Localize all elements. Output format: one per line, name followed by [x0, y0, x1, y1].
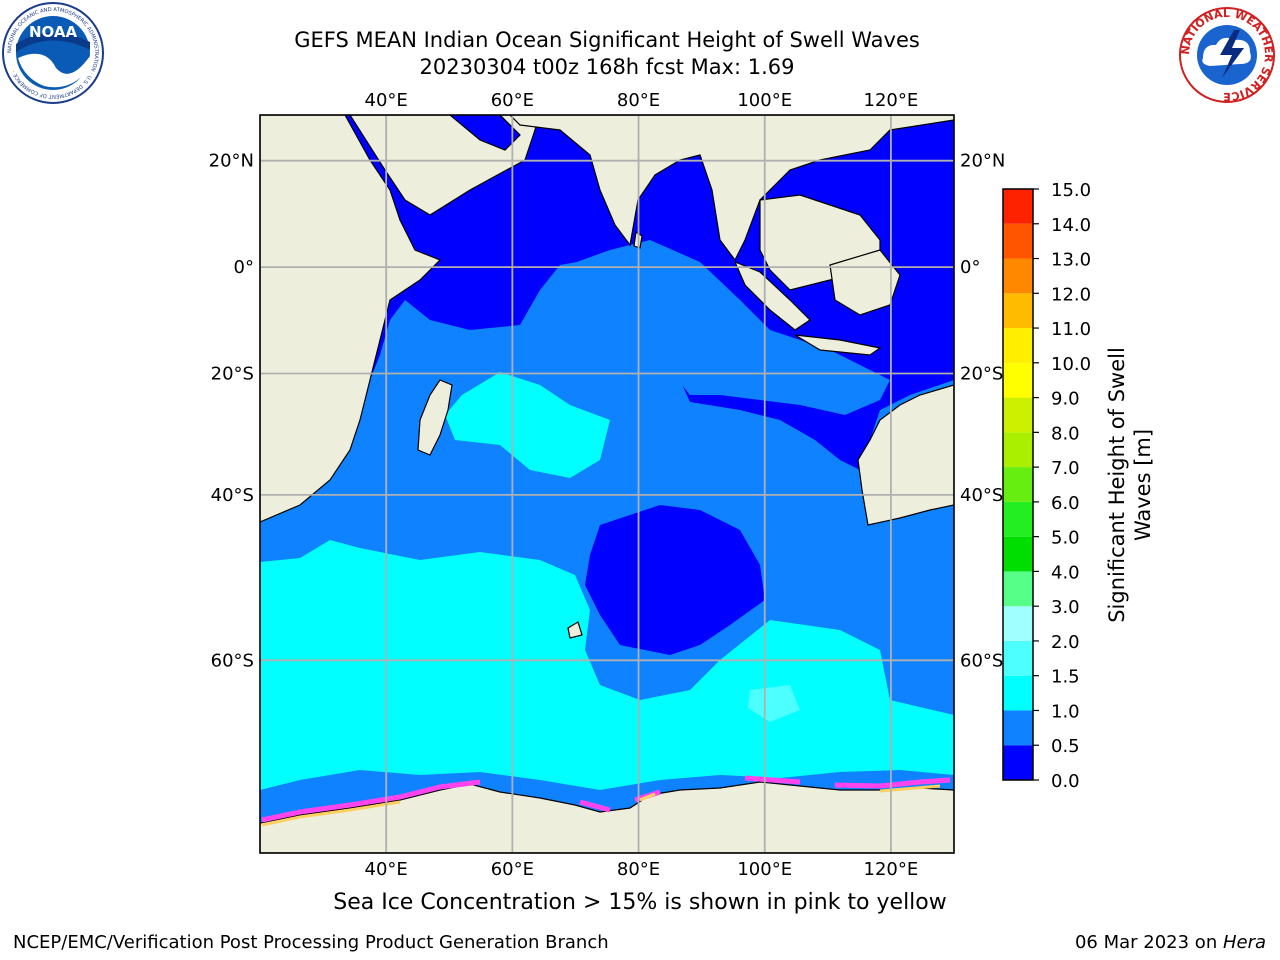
colorbar-tick-label: 13.0	[1051, 250, 1091, 271]
colorbar-tick-label: 12.0	[1051, 284, 1091, 305]
map-title: GEFS MEAN Indian Ocean Significant Heigh…	[294, 28, 920, 52]
colorbar-tick-label: 1.5	[1051, 667, 1080, 688]
nws-logo: NATIONAL WEATHER SERVICE	[1179, 7, 1275, 103]
colorbar-tick-label: 4.0	[1051, 562, 1080, 583]
axis-tick-labels: 40°E 40°E 60°E 60°E 80°E 80°E 100°E 100°E 120°E 1…	[209, 90, 1006, 880]
lat-label-right: 0°	[960, 257, 980, 278]
colorbar-tick-label: 10.0	[1051, 354, 1091, 375]
colorbar-tick-label: 11.0	[1051, 319, 1091, 340]
colorbar-bin-3.0	[1003, 571, 1033, 607]
colorbar-bin-13.0	[1003, 223, 1033, 259]
noaa-logo: NOAA NATIONAL OCEANIC AND ATMOSPHERIC AD…	[2, 2, 104, 104]
footer-date-text: 06 Mar 2023 on	[1074, 932, 1223, 953]
lat-label-left: 0°	[234, 257, 254, 278]
land-madagascar	[417, 379, 453, 456]
lon-label-bottom: 60°E	[491, 859, 534, 880]
map-plot	[260, 115, 954, 853]
colorbar-tick-label: 3.0	[1051, 597, 1080, 618]
colorbar-bin-8.0	[1003, 397, 1033, 433]
colorbar-tick-label: 1.0	[1051, 701, 1080, 722]
colorbar-label-line1: Significant Height of Swell	[1105, 347, 1129, 623]
lon-label-top: 60°E	[491, 90, 534, 111]
lon-label-top: 100°E	[737, 90, 792, 111]
colorbar-label-line2: Waves [m]	[1131, 429, 1155, 541]
sea-ice-yellow	[261, 784, 941, 827]
colorbar-bin-1.5	[1003, 640, 1033, 676]
land-south-asia	[509, 115, 954, 262]
land-australia	[857, 384, 954, 526]
lon-label-top: 120°E	[864, 90, 919, 111]
colorbar-tick-label: 8.0	[1051, 423, 1080, 444]
colorbar-tick-label: 0.0	[1051, 771, 1080, 792]
lon-label-top: 80°E	[617, 90, 660, 111]
land-arabia	[349, 115, 541, 216]
lon-label-bottom: 40°E	[365, 859, 408, 880]
swell-field-1.0-1.5-mid	[445, 372, 610, 478]
lat-label-right: 60°S	[960, 650, 1003, 671]
colorbar-tick-label: 2.0	[1051, 632, 1080, 653]
land-africa	[260, 115, 442, 523]
colorbar-tick-label: 9.0	[1051, 389, 1080, 410]
land-kerguelen	[567, 621, 583, 639]
lon-label-bottom: 100°E	[737, 859, 792, 880]
colorbar-tick-label: 5.0	[1051, 528, 1080, 549]
colorbar-bin-5.0	[1003, 501, 1033, 537]
swell-field-0.5-1.0-bay	[530, 240, 890, 415]
swell-field-1.5-2.0	[748, 685, 800, 722]
lon-label-bottom: 120°E	[864, 859, 919, 880]
colorbar-bin-0.0	[1003, 745, 1033, 780]
footer-host: Hera	[1222, 932, 1266, 953]
lon-label-top: 40°E	[365, 90, 408, 111]
colorbar-bin-10.0	[1003, 328, 1033, 363]
colorbar-tick-label: 6.0	[1051, 493, 1080, 514]
colorbar-bin-4.0	[1003, 536, 1033, 572]
lat-label-right: 20°S	[960, 364, 1003, 385]
colorbar-tick-label: 0.5	[1051, 736, 1080, 757]
land-java	[794, 334, 882, 356]
colorbar-bin-12.0	[1003, 258, 1033, 294]
lat-label-left: 40°S	[211, 485, 254, 506]
plot-frame	[259, 114, 955, 854]
lat-label-left: 20°S	[211, 364, 254, 385]
lon-label-bottom: 80°E	[617, 859, 660, 880]
lat-label-right: 20°N	[960, 151, 1005, 172]
colorbar-bin-11.0	[1003, 293, 1033, 329]
graticule	[260, 115, 954, 853]
lat-label-left: 20°N	[209, 151, 254, 172]
colorbar-bin-7.0	[1003, 432, 1033, 468]
colorbar-tick-label: 7.0	[1051, 458, 1080, 479]
colorbar-bin-14.0	[1003, 189, 1033, 224]
colorbar-frame	[1002, 188, 1034, 781]
colorbar-bin-1.0	[1003, 675, 1033, 711]
colorbar-bin-9.0	[1003, 362, 1033, 398]
lat-label-right: 40°S	[960, 485, 1003, 506]
colorbar-tick-labels: 0.0 0.5 1.0 1.5 2.0 3.0 4.0 5.0 6.0 7.0 8.0 9.0 10.0…	[1051, 180, 1091, 792]
colorbar-bin-6.0	[1003, 467, 1033, 502]
footer-branch: NCEP/EMC/Verification Post Processing Pr…	[13, 932, 609, 953]
colorbar	[1002, 188, 1039, 781]
footer-date: 06 Mar 2023 on Hera	[1075, 932, 1266, 953]
lat-label-left: 60°S	[211, 650, 254, 671]
colorbar-tick-label: 14.0	[1051, 215, 1091, 236]
land	[260, 115, 954, 853]
map-subtitle: 20230304 t00z 168h fcst Max: 1.69	[419, 55, 795, 79]
swell-field-0.0-0.5-south	[585, 505, 765, 655]
sea-ice-caption: Sea Ice Concentration > 15% is shown in …	[333, 890, 947, 915]
colorbar-bin-2.0	[1003, 606, 1033, 641]
noaa-label: NOAA	[29, 23, 78, 41]
colorbar-bin-0.5	[1003, 710, 1033, 746]
colorbar-tick-label: 15.0	[1051, 180, 1091, 201]
